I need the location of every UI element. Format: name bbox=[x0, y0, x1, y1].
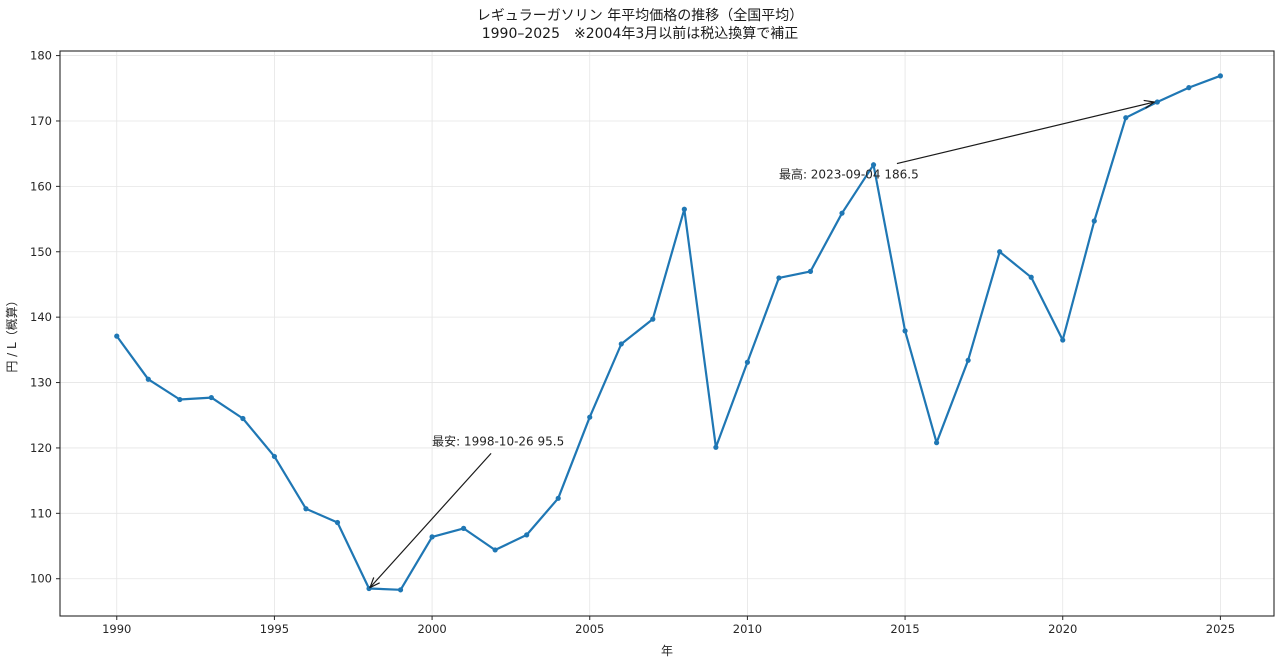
y-tick-label: 130 bbox=[30, 376, 52, 390]
x-tick-label: 2025 bbox=[1206, 622, 1235, 636]
data-point-marker bbox=[1154, 99, 1160, 105]
y-tick-label: 110 bbox=[30, 506, 52, 520]
annotation-min-arrow bbox=[370, 452, 492, 587]
x-tick-label: 2010 bbox=[733, 622, 762, 636]
price-line bbox=[115, 74, 1222, 591]
data-point-marker bbox=[208, 394, 214, 401]
y-tick-label: 100 bbox=[30, 572, 52, 586]
data-point-marker bbox=[965, 357, 971, 363]
data-point-marker bbox=[1060, 337, 1066, 343]
data-point-marker bbox=[1217, 73, 1223, 79]
data-point-marker bbox=[1186, 85, 1192, 91]
y-axis: 100 110 120 130 140 150 160 170 180 bbox=[30, 49, 60, 586]
chart-title: レギュラーガソリン 年平均価格の推移（全国平均） bbox=[476, 8, 804, 24]
x-tick-label: 1990 bbox=[102, 622, 131, 636]
data-point-marker bbox=[555, 495, 561, 501]
data-point-marker bbox=[397, 587, 404, 593]
data-point-marker bbox=[839, 210, 845, 216]
data-point-marker bbox=[681, 206, 687, 212]
x-axis: 1990 1995 2000 2005 2010 2015 2020 2025 bbox=[102, 616, 1235, 636]
annotation-min-label: 最安: 1998-10-26 95.5 bbox=[432, 433, 564, 448]
data-point-marker bbox=[997, 249, 1003, 255]
data-point-marker bbox=[461, 525, 467, 531]
data-point-marker bbox=[713, 444, 719, 450]
annotation-max-arrow bbox=[896, 102, 1154, 165]
data-point-marker bbox=[587, 414, 593, 420]
data-point-marker bbox=[524, 532, 530, 538]
x-tick-label: 1995 bbox=[260, 622, 289, 636]
data-point-marker bbox=[1123, 115, 1129, 121]
chart-subtitle: 1990–2025 ※2004年3月以前は税込換算で補正 bbox=[481, 26, 799, 42]
data-point-marker bbox=[934, 440, 940, 446]
data-point-marker bbox=[303, 506, 309, 512]
data-point-marker bbox=[902, 328, 908, 334]
data-point-marker bbox=[271, 453, 278, 460]
x-axis-label: 年 bbox=[661, 644, 673, 658]
data-point-marker bbox=[177, 396, 183, 403]
y-axis-label: 円 / L（概算） bbox=[4, 294, 19, 372]
y-tick-label: 170 bbox=[30, 114, 52, 128]
data-point-marker bbox=[618, 341, 624, 347]
data-point-marker bbox=[145, 376, 151, 382]
data-point-marker bbox=[240, 415, 246, 422]
data-point-marker bbox=[650, 316, 656, 322]
annotation-max-label: 最高: 2023-09-04 186.5 bbox=[779, 167, 919, 182]
data-point-marker bbox=[429, 534, 435, 540]
data-point-marker bbox=[492, 547, 498, 553]
data-point-marker bbox=[807, 268, 814, 274]
x-tick-label: 2000 bbox=[417, 622, 446, 636]
y-tick-label: 160 bbox=[30, 179, 52, 193]
data-point-marker bbox=[114, 333, 120, 339]
x-tick-label: 2015 bbox=[890, 622, 919, 636]
axes-frame bbox=[59, 50, 1275, 617]
y-tick-label: 180 bbox=[30, 49, 52, 63]
data-point-marker bbox=[744, 359, 751, 365]
x-tick-label: 2020 bbox=[1048, 622, 1077, 636]
data-point-marker bbox=[870, 162, 877, 168]
data-point-marker bbox=[776, 275, 782, 281]
annotations: 最安: 1998-10-26 95.5 最高: 2023-09-04 186.5 bbox=[370, 102, 1154, 588]
data-point-marker bbox=[1028, 274, 1034, 280]
gridlines bbox=[60, 51, 1274, 616]
x-tick-label: 2005 bbox=[575, 622, 604, 636]
data-point-marker bbox=[1091, 218, 1097, 224]
y-tick-label: 150 bbox=[30, 245, 52, 259]
y-tick-label: 140 bbox=[30, 310, 52, 324]
data-series bbox=[114, 73, 1223, 593]
data-point-marker bbox=[334, 519, 341, 526]
y-tick-label: 120 bbox=[30, 441, 52, 455]
